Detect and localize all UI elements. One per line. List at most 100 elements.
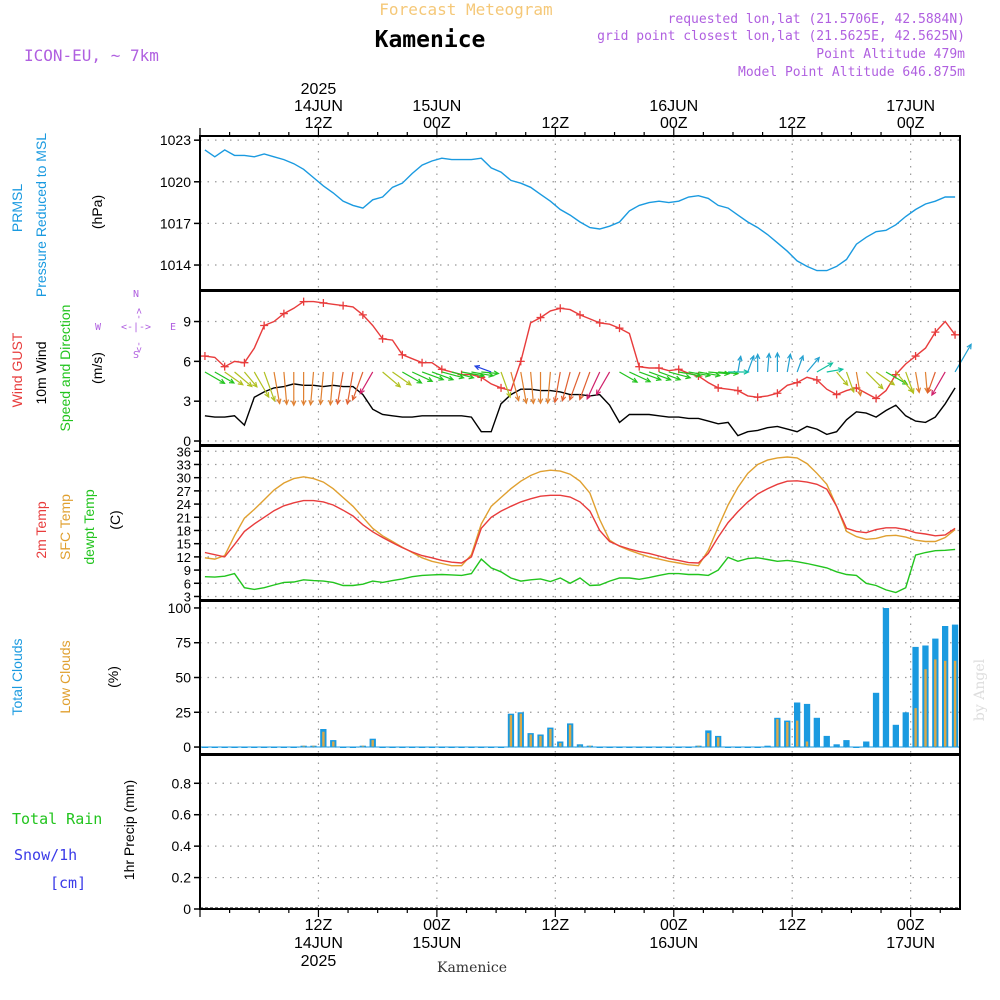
wind-arrow-head [514, 395, 521, 403]
y-tick-label: 0.6 [172, 807, 192, 823]
wind-arrow-shaft [451, 371, 474, 379]
wind-arrow-head [335, 398, 341, 406]
wind-arrow-shaft [243, 371, 258, 388]
wind-arrow-shaft [579, 371, 591, 400]
wind-arrow-head [931, 389, 937, 397]
total-clouds-bar [576, 744, 584, 748]
bottom-time-label: 12Z [305, 917, 333, 934]
wind-arrow-head [545, 398, 551, 405]
wind-arrow-head [395, 381, 402, 388]
gust-marker [319, 298, 328, 307]
y-tick-label: 15 [177, 537, 191, 552]
top-time-label: 2025 [301, 81, 337, 98]
gust-marker [931, 328, 940, 337]
compass-n: N [133, 289, 139, 300]
wind-arrow-shaft [253, 371, 270, 398]
wind-arrow-head [568, 394, 574, 402]
wind-arrow-head [655, 375, 663, 381]
bottom-time-label: 16JUN [649, 935, 698, 952]
total-clouds-bar [892, 724, 899, 748]
low-clouds-label: Low Clouds [57, 640, 73, 713]
gust-marker [635, 362, 644, 371]
wind-arrow-head [328, 399, 334, 407]
wind-arrow-shaft [845, 371, 855, 393]
top-time-label: 14JUN [294, 98, 343, 115]
y-tick-label: 0.4 [172, 838, 192, 854]
gust-marker [516, 357, 525, 366]
wind-arrow-head [849, 386, 855, 394]
wind-arrow-shaft [708, 371, 730, 375]
low-clouds-bar [559, 742, 562, 748]
y-tick-label: 0 [183, 739, 191, 755]
wind-arrow-head [926, 387, 932, 394]
wind-arrow-head [754, 353, 761, 360]
wind-arrow-head [586, 393, 592, 401]
y-tick-label: 1023 [160, 132, 191, 148]
point-altitude: Point Altitude 479m [816, 47, 965, 62]
wind-arrow-head [877, 383, 884, 390]
wind-arrow-shaft [474, 365, 492, 373]
snow-unit-legend: [cm] [50, 874, 86, 892]
wind-arrow-head [737, 355, 743, 362]
y-tick-label: 0 [183, 901, 191, 917]
y-tick-label: 0.2 [172, 870, 192, 886]
y-tick-label: 50 [175, 670, 191, 686]
wind-arrow-shaft [826, 368, 843, 373]
y-tick-label: 12 [177, 550, 191, 565]
wind-arrow-shaft [698, 371, 720, 377]
wind-arrow-shaft [718, 371, 739, 375]
wind-arrow-head [318, 399, 324, 406]
wind-arrow-head [345, 398, 351, 406]
t2m-label: 2m Temp [33, 501, 49, 559]
low-clouds-bar [332, 741, 335, 748]
top-time-label: 12Z [542, 115, 570, 132]
compass-v1: <- [133, 308, 144, 320]
wind-unit: (m/s) [89, 352, 105, 384]
wind-arrow-head [553, 397, 559, 404]
gust-marker [576, 310, 584, 319]
wind-arrow-head [537, 398, 544, 405]
gust-marker [733, 386, 742, 395]
direction-label: Speed and Direction [57, 305, 73, 432]
wind-arrow-shaft [668, 371, 691, 379]
rain-legend: Total Rain [12, 810, 102, 828]
location-title: Kamenice [375, 27, 486, 53]
wind-arrow-shaft [931, 371, 946, 396]
wind-arrow-shaft [310, 371, 315, 405]
wind-arrow-head [416, 378, 423, 384]
gust-marker [753, 393, 762, 402]
y-tick-label: 21 [177, 510, 191, 525]
wind-arrow-shaft [836, 371, 849, 386]
top-time-label: 16JUN [649, 98, 698, 115]
gust-marker [536, 313, 545, 322]
gust-marker [714, 383, 723, 392]
compass-e: E [170, 322, 176, 333]
low-clouds-bar [371, 740, 374, 748]
top-time-label: 12Z [305, 115, 333, 132]
top-time-label: 00Z [660, 115, 688, 132]
top-time-label: 12Z [778, 115, 806, 132]
wind-arrow-shaft [530, 371, 534, 404]
gust-marker [378, 334, 387, 343]
wind-arrow-shaft [954, 343, 972, 373]
wind-arrow-shaft [336, 371, 344, 405]
top-time-label: 00Z [897, 115, 925, 132]
total-clouds-bar [912, 646, 919, 747]
wind-arrow-shaft [595, 371, 611, 395]
wind-arrow-head [530, 398, 536, 405]
gust-marker [615, 324, 624, 333]
low-clouds-bar [953, 660, 957, 747]
wind-arrow-head [798, 354, 805, 361]
y-tick-label: 0 [183, 433, 191, 449]
credit-watermark: by Angel [972, 658, 988, 721]
wind-speed-line [204, 383, 956, 437]
grid-layer [200, 136, 960, 910]
low-clouds-bar [578, 745, 582, 748]
top-time-label: 17JUN [886, 98, 935, 115]
wind-arrow-shaft [329, 371, 334, 405]
wind-arrow-shaft [569, 371, 581, 401]
wind-arrow-head [264, 391, 270, 399]
wind-arrow-shaft [359, 371, 374, 394]
total-clouds-bar [902, 712, 909, 748]
y-tick-label: 25 [175, 704, 191, 720]
